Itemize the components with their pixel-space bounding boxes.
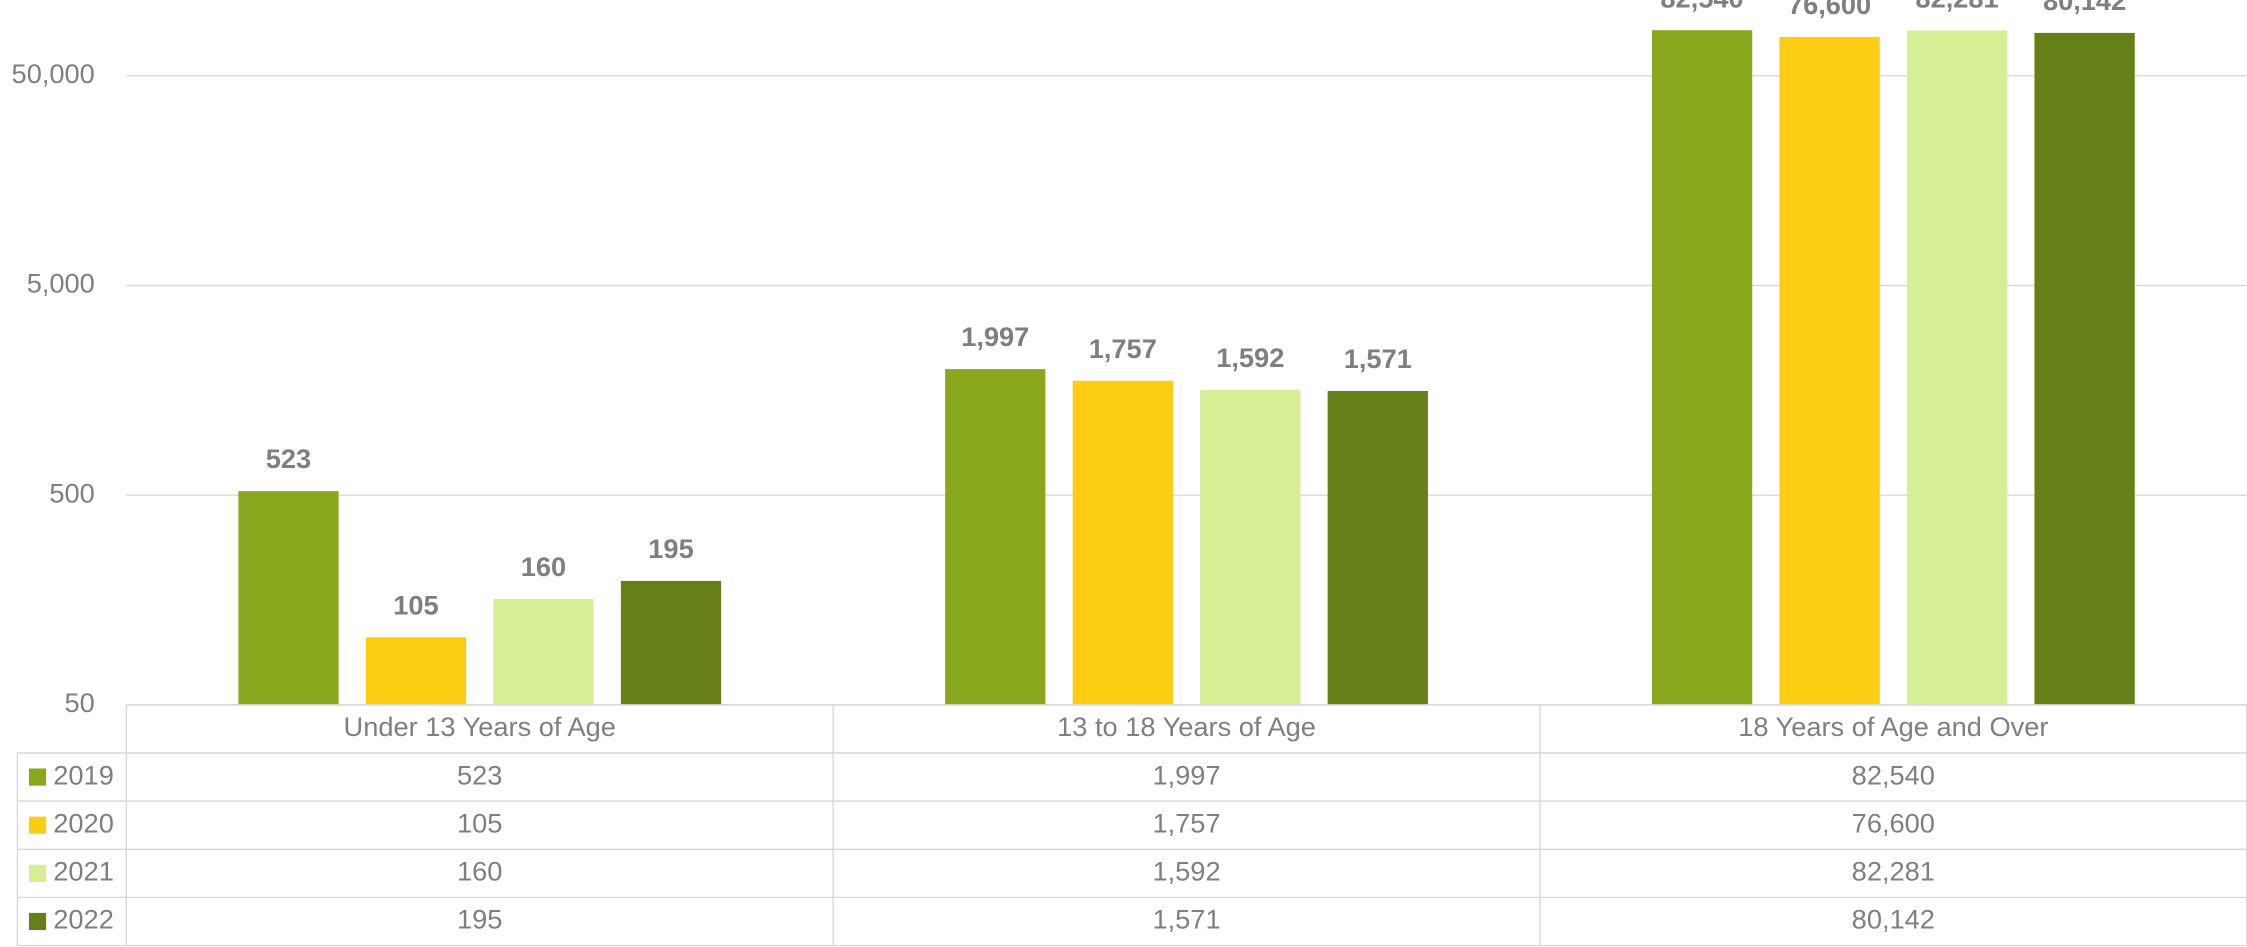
table-cell: 1,997 [1152, 759, 1220, 790]
bar [945, 369, 1046, 705]
legend-label: 2022 [53, 904, 114, 935]
data-label: 80,142 [2043, 0, 2126, 16]
bar [620, 580, 722, 705]
table-cell: 523 [457, 759, 502, 790]
legend-label: 2021 [53, 856, 114, 887]
table-cell: 76,600 [1852, 807, 1935, 838]
table-cell: 105 [457, 807, 502, 838]
data-label: 195 [648, 533, 693, 564]
bar [1327, 390, 1428, 705]
table-cell: 1,571 [1152, 904, 1220, 935]
legend-label: 2020 [53, 807, 114, 838]
bar [1200, 389, 1301, 705]
table-cell: 80,142 [1852, 904, 1935, 935]
legend-swatch [28, 816, 47, 834]
data-label: 1,571 [1344, 343, 1412, 374]
bar [365, 637, 467, 705]
y-tick-label: 50 [65, 687, 95, 718]
table-cell: 1,757 [1152, 807, 1220, 838]
bar [2034, 32, 2135, 705]
x-tick-label: Under 13 Years of Age [344, 711, 616, 742]
data-label: 1,757 [1089, 333, 1157, 364]
table-cell: 82,281 [1852, 856, 1935, 887]
bar [1906, 30, 2008, 705]
data-label: 76,600 [1788, 0, 1871, 20]
data-label: 1,592 [1216, 342, 1284, 373]
table-cell: 1,592 [1152, 856, 1220, 887]
x-tick-label: 13 to 18 Years of Age [1057, 711, 1316, 742]
table-cell: 160 [457, 856, 502, 887]
data-label: 82,281 [1915, 0, 1998, 14]
bar [1072, 380, 1173, 705]
bar [1779, 37, 1880, 705]
bar [1651, 30, 1753, 705]
legend-swatch [28, 912, 47, 931]
bar [493, 598, 594, 705]
legend-label: 2019 [53, 759, 114, 790]
legend-swatch [28, 768, 47, 786]
data-label: 1,997 [961, 321, 1029, 352]
data-label: 105 [393, 589, 438, 620]
table-cell: 82,540 [1852, 759, 1935, 790]
data-label: 160 [521, 551, 566, 582]
x-tick-label: 18 Years of Age and Over [1738, 711, 2048, 742]
bar [238, 491, 339, 705]
data-label: 82,540 [1660, 0, 1743, 13]
table-cell: 195 [457, 904, 502, 935]
y-tick-label: 50,000 [12, 58, 95, 89]
legend-swatch [28, 864, 47, 882]
y-tick-label: 500 [49, 477, 94, 508]
y-tick-label: 5,000 [27, 268, 95, 299]
data-label: 523 [266, 443, 311, 474]
